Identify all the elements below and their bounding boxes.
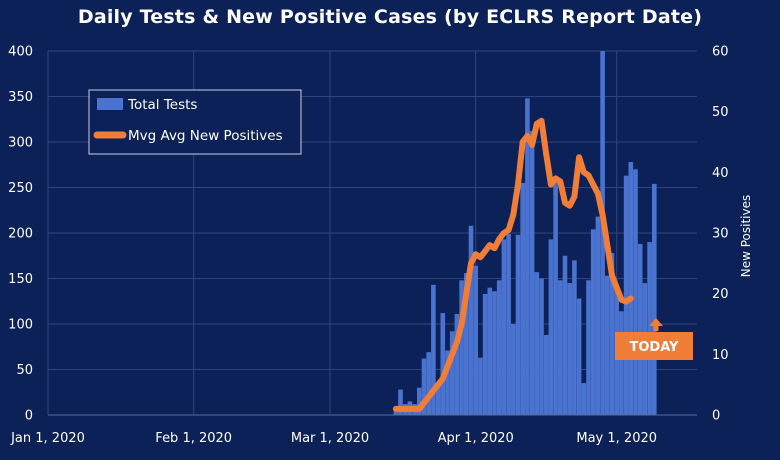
x-tick-label: Mar 1, 2020 bbox=[291, 431, 369, 446]
bar bbox=[435, 384, 441, 415]
y2-tick-label: 10 bbox=[712, 348, 729, 363]
y2-axis-label: New Positives bbox=[739, 195, 753, 278]
bar bbox=[567, 283, 572, 415]
y-tick-label: 200 bbox=[8, 227, 33, 242]
y2-tick-label: 30 bbox=[712, 227, 729, 242]
bar bbox=[440, 313, 446, 415]
bar bbox=[558, 280, 563, 415]
bar bbox=[609, 253, 615, 415]
x-tick-label: Apr 1, 2020 bbox=[438, 431, 514, 446]
chart-title: Daily Tests & New Positive Cases (by ECL… bbox=[77, 6, 703, 28]
bar bbox=[515, 234, 521, 415]
legend-label-bars: Total Tests bbox=[127, 97, 197, 113]
bar bbox=[553, 180, 558, 415]
bar bbox=[506, 233, 511, 415]
bar bbox=[576, 298, 582, 415]
y2-tick-label: 50 bbox=[712, 105, 729, 120]
y-tick-label: 250 bbox=[8, 181, 33, 196]
bar bbox=[449, 331, 455, 415]
bar bbox=[525, 98, 530, 415]
bar bbox=[652, 183, 657, 415]
bar bbox=[417, 387, 422, 415]
bar bbox=[628, 162, 634, 415]
bar bbox=[492, 291, 497, 415]
bar bbox=[393, 411, 399, 415]
x-tick-label: Jan 1, 2020 bbox=[10, 431, 85, 446]
line-series bbox=[392, 117, 634, 412]
bar bbox=[595, 216, 601, 415]
y2-tick-label: 20 bbox=[712, 287, 729, 302]
bar bbox=[398, 389, 403, 415]
bar bbox=[445, 350, 450, 415]
bar bbox=[520, 182, 525, 415]
bar bbox=[562, 255, 568, 415]
today-label: TODAY bbox=[630, 340, 680, 355]
x-tick-label: Feb 1, 2020 bbox=[155, 431, 232, 446]
y-tick-label: 150 bbox=[8, 272, 33, 287]
bar bbox=[548, 239, 554, 415]
legend: Total Tests Mvg Avg New Positives bbox=[88, 89, 302, 155]
bar bbox=[421, 358, 427, 415]
bar bbox=[539, 278, 544, 415]
bar bbox=[581, 383, 587, 415]
bar bbox=[647, 242, 652, 415]
y-tick-label: 350 bbox=[8, 90, 33, 105]
legend-box bbox=[88, 89, 302, 155]
bar bbox=[468, 225, 474, 415]
bar bbox=[511, 324, 516, 415]
x-tick-label: May 1, 2020 bbox=[576, 431, 657, 446]
today-arrow-icon bbox=[649, 318, 663, 331]
bar bbox=[431, 284, 436, 415]
axes: 0 50 100 150 200 250 300 350 400 0 10 20 30 40 50 60 Jan… bbox=[8, 45, 728, 447]
bar bbox=[619, 311, 624, 415]
bar bbox=[487, 287, 493, 415]
y2-tick-label: 40 bbox=[712, 166, 729, 181]
y-tick-label: 100 bbox=[8, 318, 33, 333]
bar bbox=[534, 272, 540, 415]
legend-swatch-bars bbox=[97, 98, 123, 110]
bar bbox=[529, 131, 535, 415]
today-badge bbox=[615, 332, 693, 360]
y2-tick-label: 60 bbox=[712, 45, 729, 60]
bar bbox=[590, 229, 596, 415]
moving-average-line bbox=[392, 117, 634, 412]
bar bbox=[496, 280, 502, 415]
bar bbox=[623, 175, 629, 415]
bar bbox=[543, 334, 549, 415]
bar bbox=[454, 313, 460, 415]
bar bbox=[586, 280, 591, 415]
bar bbox=[473, 265, 478, 415]
bar bbox=[459, 280, 464, 415]
y-tick-label: 400 bbox=[8, 45, 33, 60]
bar bbox=[633, 169, 638, 415]
bar bbox=[478, 357, 483, 415]
bar bbox=[572, 260, 577, 415]
bar bbox=[464, 273, 469, 415]
y-tick-label: 50 bbox=[16, 363, 33, 378]
bar bbox=[605, 275, 610, 415]
y2-tick-label: 0 bbox=[712, 409, 720, 424]
today-annotation: TODAY bbox=[615, 318, 693, 360]
y-tick-label: 300 bbox=[8, 136, 33, 151]
bar bbox=[501, 239, 507, 415]
bar bbox=[426, 352, 431, 415]
bar bbox=[482, 293, 488, 415]
y-tick-label: 0 bbox=[25, 409, 33, 424]
bar bbox=[637, 243, 643, 415]
legend-label-line: Mvg Avg New Positives bbox=[128, 128, 283, 144]
